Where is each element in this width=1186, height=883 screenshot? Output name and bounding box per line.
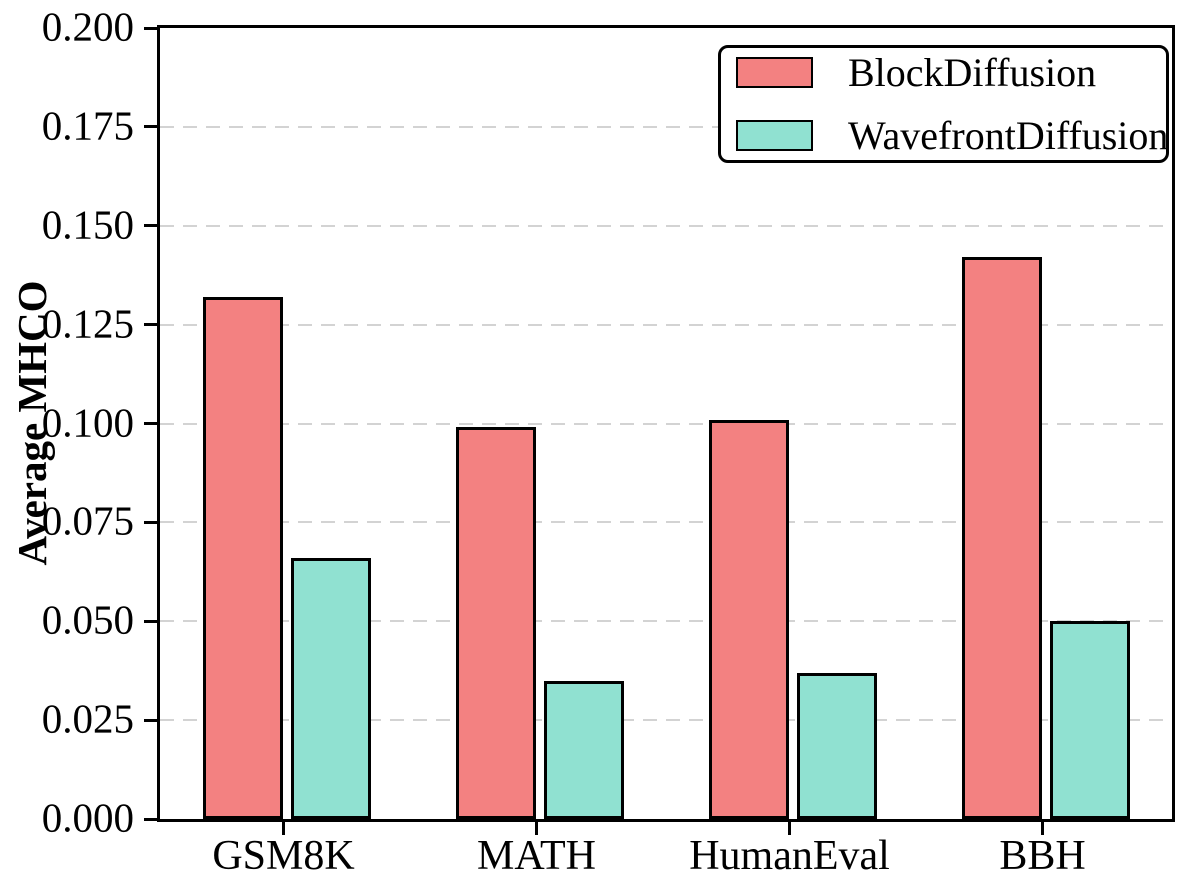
y-tick-mark bbox=[144, 619, 157, 623]
y-tick-mark bbox=[144, 718, 157, 722]
x-tick-label-gsm8k: GSM8K bbox=[212, 833, 355, 879]
y-tick-label: 0.125 bbox=[41, 300, 134, 347]
x-tick-label-humaneval: HumanEval bbox=[689, 833, 890, 879]
bar-group-math bbox=[413, 28, 666, 819]
bar-blockdiffusion-math bbox=[455, 427, 536, 819]
y-tick-mark bbox=[144, 224, 157, 228]
bar-group-humaneval bbox=[666, 28, 919, 819]
y-tick-mark bbox=[144, 520, 157, 524]
bar-group-bbh bbox=[919, 28, 1172, 819]
bar-wavefrontdiffusion-gsm8k bbox=[290, 557, 371, 819]
legend-swatch-wavefrontdiffusion bbox=[736, 120, 813, 151]
gridline bbox=[160, 323, 1172, 326]
legend-entry-wavefrontdiffusion: WavefrontDiffusion bbox=[736, 112, 1169, 158]
gridline bbox=[160, 422, 1172, 425]
x-tick-mark bbox=[282, 822, 285, 835]
x-tick-label-bbh: BBH bbox=[999, 833, 1086, 879]
gridline bbox=[160, 125, 1172, 128]
y-tick-label: 0.100 bbox=[41, 399, 134, 446]
y-axis: 0.000 0.025 0.050 0.075 0.100 0.125 0.150 0.175… bbox=[0, 6, 160, 838]
bar-blockdiffusion-gsm8k bbox=[202, 296, 283, 819]
legend-entry-blockdiffusion: BlockDiffusion bbox=[736, 49, 1166, 95]
y-tick-label: 0.025 bbox=[41, 695, 134, 742]
bar-blockdiffusion-humaneval bbox=[708, 419, 789, 819]
y-tick-label: 0.150 bbox=[41, 201, 134, 248]
y-tick-mark bbox=[144, 26, 157, 30]
legend-swatch-blockdiffusion bbox=[736, 57, 813, 88]
bar-wavefrontdiffusion-math bbox=[543, 680, 624, 819]
x-tick-mark bbox=[535, 822, 538, 835]
bars-container bbox=[160, 28, 1172, 819]
gridline bbox=[160, 620, 1172, 623]
y-tick-mark bbox=[144, 125, 157, 129]
y-tick-mark bbox=[144, 323, 157, 327]
y-tick-mark bbox=[144, 817, 157, 821]
legend-label-blockdiffusion: BlockDiffusion bbox=[848, 49, 1097, 95]
x-axis: GSM8K MATH HumanEval BBH bbox=[157, 819, 1169, 883]
bar-wavefrontdiffusion-humaneval bbox=[796, 672, 877, 819]
bar-wavefrontdiffusion-bbh bbox=[1049, 621, 1130, 819]
y-tick-label: 0.075 bbox=[41, 498, 134, 545]
x-tick-mark bbox=[788, 822, 791, 835]
gridline bbox=[160, 224, 1172, 227]
x-tick-mark bbox=[1041, 822, 1044, 835]
legend: BlockDiffusion WavefrontDiffusion bbox=[718, 45, 1169, 163]
y-tick-label: 0.050 bbox=[41, 596, 134, 643]
bar-group-gsm8k bbox=[160, 28, 413, 819]
y-tick-mark bbox=[144, 422, 157, 425]
y-tick-label: 0.200 bbox=[41, 3, 134, 50]
gridline bbox=[160, 719, 1172, 722]
y-tick-label: 0.000 bbox=[41, 794, 134, 841]
bar-blockdiffusion-bbh bbox=[961, 257, 1042, 819]
x-tick-label-math: MATH bbox=[476, 833, 597, 879]
gridlines bbox=[160, 28, 1172, 819]
legend-label-wavefrontdiffusion: WavefrontDiffusion bbox=[848, 112, 1169, 158]
y-tick-label: 0.175 bbox=[41, 102, 134, 149]
gridline bbox=[160, 521, 1172, 524]
